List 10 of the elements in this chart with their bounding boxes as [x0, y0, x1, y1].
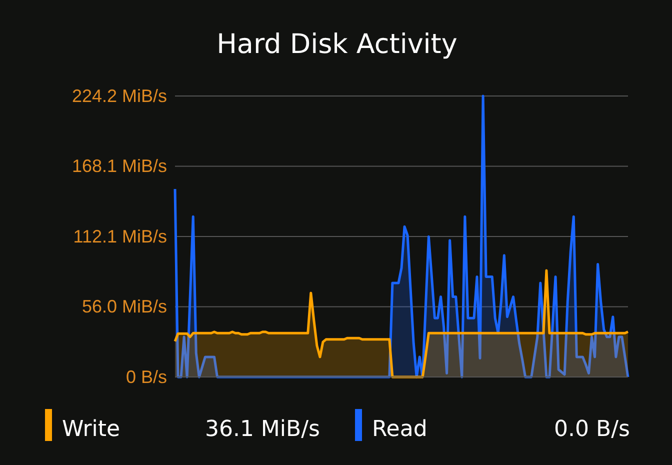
y-tick-label: 112.1 MiB/s	[73, 226, 167, 246]
chart-title: Hard Disk Activity	[216, 29, 458, 60]
text: 0.0 B/s	[554, 417, 630, 442]
y-tick-label: 56.0 MiB/s	[82, 296, 167, 317]
text: 36.1 MiB/s	[204, 417, 320, 442]
y-tick-label: 168.1 MiB/s	[72, 156, 167, 176]
legend-label: Read	[372, 417, 428, 442]
y-tick-label: 0 B/s	[126, 366, 167, 387]
legend-label: Write	[62, 417, 120, 442]
y-tick-label: 224.2 MiB/s	[72, 86, 167, 106]
